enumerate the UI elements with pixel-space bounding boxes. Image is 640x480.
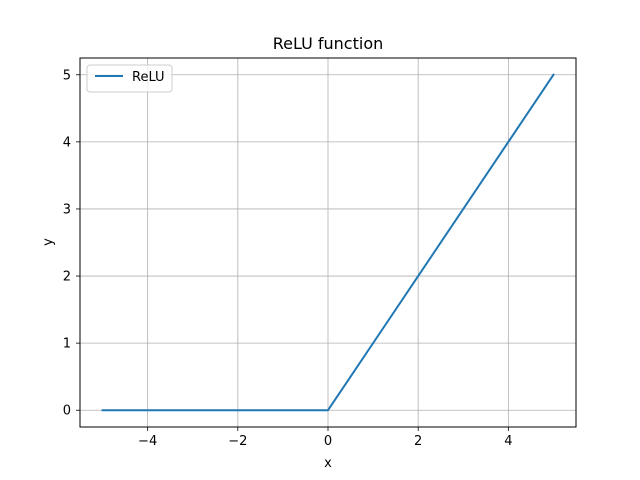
x-tick-label: −2: [228, 434, 247, 449]
chart-title: ReLU function: [273, 34, 384, 53]
x-tick-label: 2: [414, 434, 422, 449]
x-tick-label: 4: [504, 434, 512, 449]
y-tick-label: 4: [63, 135, 71, 150]
legend: ReLU: [86, 64, 173, 93]
x-axis-label: x: [324, 456, 332, 471]
legend-box: [86, 64, 173, 93]
y-tick-label: 1: [63, 337, 71, 352]
series-layer: [101, 73, 555, 412]
x-tick-label: −4: [138, 434, 157, 449]
y-axis-label: y: [41, 238, 56, 246]
y-tick-label: 2: [63, 270, 71, 285]
series-line-relu: [101, 73, 555, 412]
y-tick-label: 5: [63, 68, 71, 83]
x-tick-label: 0: [324, 434, 332, 449]
axis-ticks: −4 −2 0 2 4 0 1 2 3 4 5: [63, 68, 513, 449]
legend-label-relu: ReLU: [132, 70, 165, 85]
y-tick-label: 3: [63, 202, 71, 217]
y-tick-label: 0: [63, 404, 71, 419]
